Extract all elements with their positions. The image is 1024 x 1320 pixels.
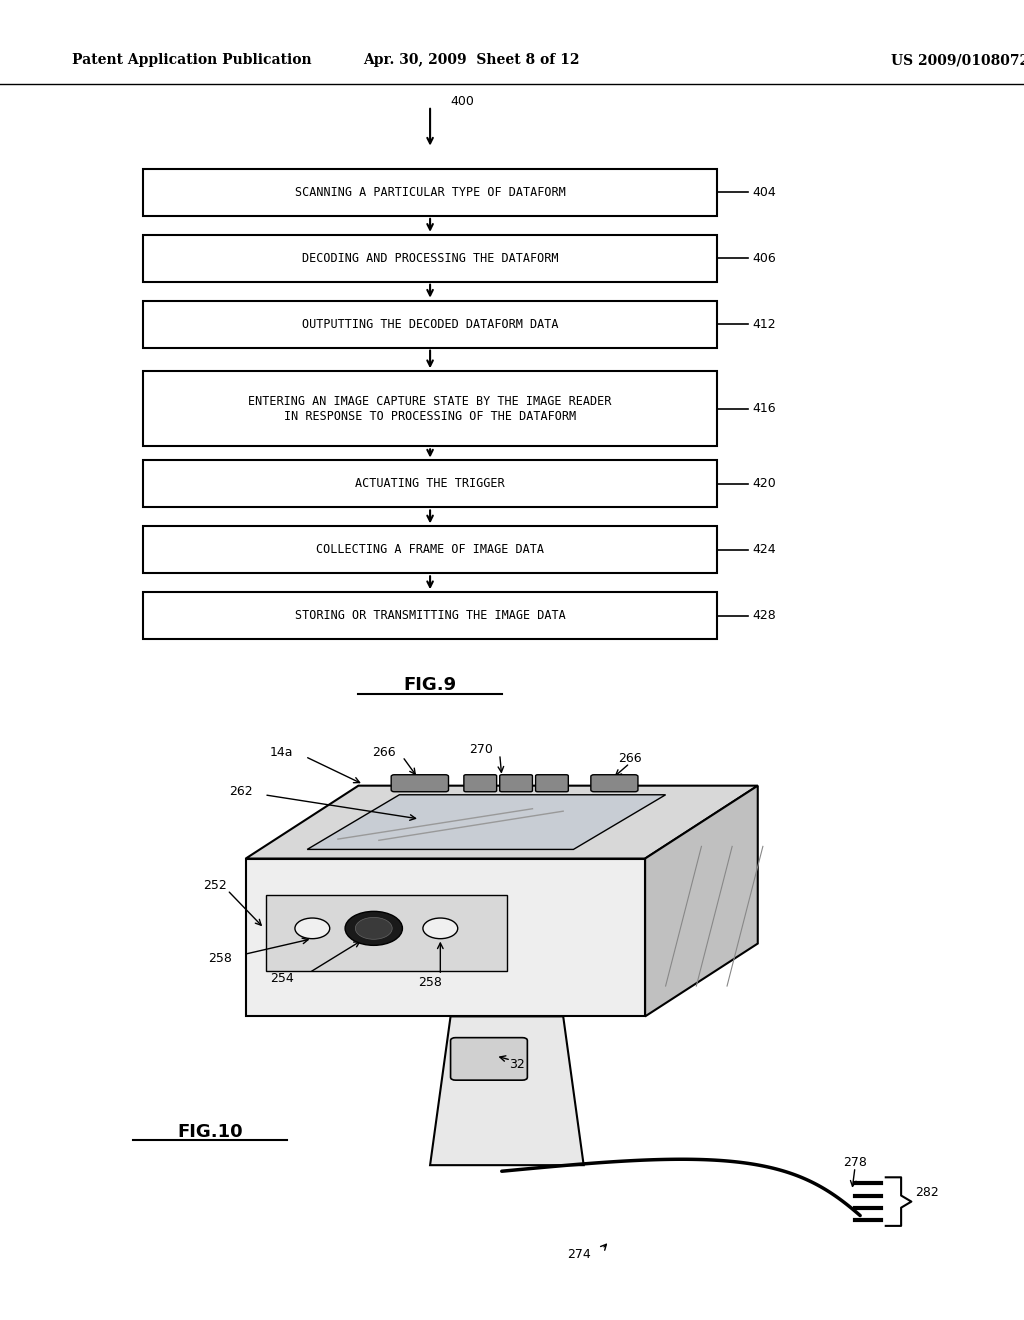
Text: 254: 254: [269, 973, 294, 985]
Text: 32: 32: [509, 1059, 525, 1072]
Text: Patent Application Publication: Patent Application Publication: [72, 53, 311, 67]
Polygon shape: [246, 785, 758, 858]
Text: FIG.10: FIG.10: [177, 1123, 243, 1140]
Text: 252: 252: [203, 879, 227, 892]
FancyBboxPatch shape: [143, 169, 717, 216]
Polygon shape: [307, 795, 666, 850]
Text: 400: 400: [451, 95, 474, 108]
Circle shape: [423, 917, 458, 939]
FancyBboxPatch shape: [536, 775, 568, 792]
Text: 416: 416: [753, 403, 776, 416]
FancyBboxPatch shape: [591, 775, 638, 792]
Text: ENTERING AN IMAGE CAPTURE STATE BY THE IMAGE READER
IN RESPONSE TO PROCESSING OF: ENTERING AN IMAGE CAPTURE STATE BY THE I…: [249, 395, 611, 422]
Text: 424: 424: [753, 544, 776, 556]
Polygon shape: [430, 1016, 584, 1166]
Text: US 2009/0108072 A1: US 2009/0108072 A1: [891, 53, 1024, 67]
Text: STORING OR TRANSMITTING THE IMAGE DATA: STORING OR TRANSMITTING THE IMAGE DATA: [295, 609, 565, 622]
Text: FIG.9: FIG.9: [403, 676, 457, 693]
FancyBboxPatch shape: [500, 775, 532, 792]
Text: ACTUATING THE TRIGGER: ACTUATING THE TRIGGER: [355, 478, 505, 491]
Text: 258: 258: [208, 952, 232, 965]
Text: OUTPUTTING THE DECODED DATAFORM DATA: OUTPUTTING THE DECODED DATAFORM DATA: [302, 318, 558, 330]
FancyBboxPatch shape: [143, 235, 717, 281]
FancyBboxPatch shape: [143, 371, 717, 446]
Text: 278: 278: [843, 1155, 867, 1168]
Text: 258: 258: [418, 975, 442, 989]
Circle shape: [295, 917, 330, 939]
FancyBboxPatch shape: [143, 593, 717, 639]
Text: SCANNING A PARTICULAR TYPE OF DATAFORM: SCANNING A PARTICULAR TYPE OF DATAFORM: [295, 186, 565, 199]
FancyBboxPatch shape: [266, 895, 507, 972]
Text: 14a: 14a: [270, 746, 293, 759]
Text: 274: 274: [566, 1247, 591, 1261]
Circle shape: [355, 917, 392, 940]
FancyBboxPatch shape: [143, 301, 717, 347]
Text: COLLECTING A FRAME OF IMAGE DATA: COLLECTING A FRAME OF IMAGE DATA: [316, 544, 544, 556]
FancyBboxPatch shape: [391, 775, 449, 792]
Text: 270: 270: [469, 743, 494, 756]
Polygon shape: [246, 858, 645, 1016]
FancyBboxPatch shape: [143, 527, 717, 573]
Text: 420: 420: [753, 478, 776, 491]
Text: 262: 262: [228, 785, 253, 799]
Text: DECODING AND PROCESSING THE DATAFORM: DECODING AND PROCESSING THE DATAFORM: [302, 252, 558, 265]
FancyBboxPatch shape: [143, 461, 717, 507]
Text: 428: 428: [753, 609, 776, 622]
Polygon shape: [645, 785, 758, 1016]
Circle shape: [345, 911, 402, 945]
Text: 412: 412: [753, 318, 776, 330]
Text: 266: 266: [372, 746, 396, 759]
Text: 282: 282: [914, 1185, 939, 1199]
Text: Apr. 30, 2009  Sheet 8 of 12: Apr. 30, 2009 Sheet 8 of 12: [362, 53, 580, 67]
Text: 406: 406: [753, 252, 776, 265]
Text: 266: 266: [617, 752, 642, 764]
Text: 404: 404: [753, 186, 776, 199]
FancyBboxPatch shape: [451, 1038, 527, 1080]
FancyBboxPatch shape: [464, 775, 497, 792]
